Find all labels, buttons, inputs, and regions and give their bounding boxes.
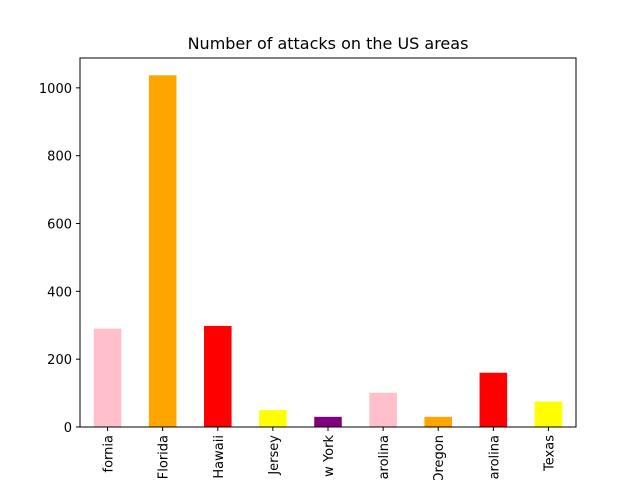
bar-4 (314, 416, 342, 427)
x-tick-label-1: Florida (157, 435, 172, 479)
bar-8 (534, 401, 563, 427)
bar-2 (204, 325, 232, 427)
y-tick-label-0: 0 (64, 421, 72, 436)
axes-layer: 0 200 400 600 800 1000 (39, 57, 577, 436)
y-tick-label-1: 200 (47, 353, 72, 368)
plot-frame (79, 57, 577, 428)
y-tick-label-5: 1000 (39, 82, 72, 97)
x-tick-label-3: Jersey (267, 435, 282, 476)
bar-5 (369, 392, 397, 427)
x-tick-label-4: w York (322, 435, 337, 477)
bar-3 (259, 410, 287, 427)
x-tick-labels: fornia Florida Hawaii Jersey w York arolina Or… (102, 435, 558, 480)
bar-6 (424, 416, 452, 427)
x-tick-label-0: fornia (102, 435, 117, 472)
chart-title: Number of attacks on the US areas (188, 34, 469, 53)
x-tick-label-5: arolina (377, 435, 392, 479)
bar-7 (479, 372, 508, 427)
x-tick-label-6: Oregon (432, 435, 447, 480)
x-tick-label-8: Texas (542, 435, 557, 472)
y-tick-label-4: 800 (47, 150, 72, 165)
bar-0 (93, 328, 122, 427)
bars-layer (93, 75, 563, 428)
y-tick-label-2: 400 (47, 285, 72, 300)
x-tick-label-2: Hawaii (212, 435, 227, 479)
y-tick-label-3: 600 (47, 218, 72, 233)
bar-1 (148, 75, 177, 428)
x-tick-label-7: arolina (487, 435, 502, 479)
